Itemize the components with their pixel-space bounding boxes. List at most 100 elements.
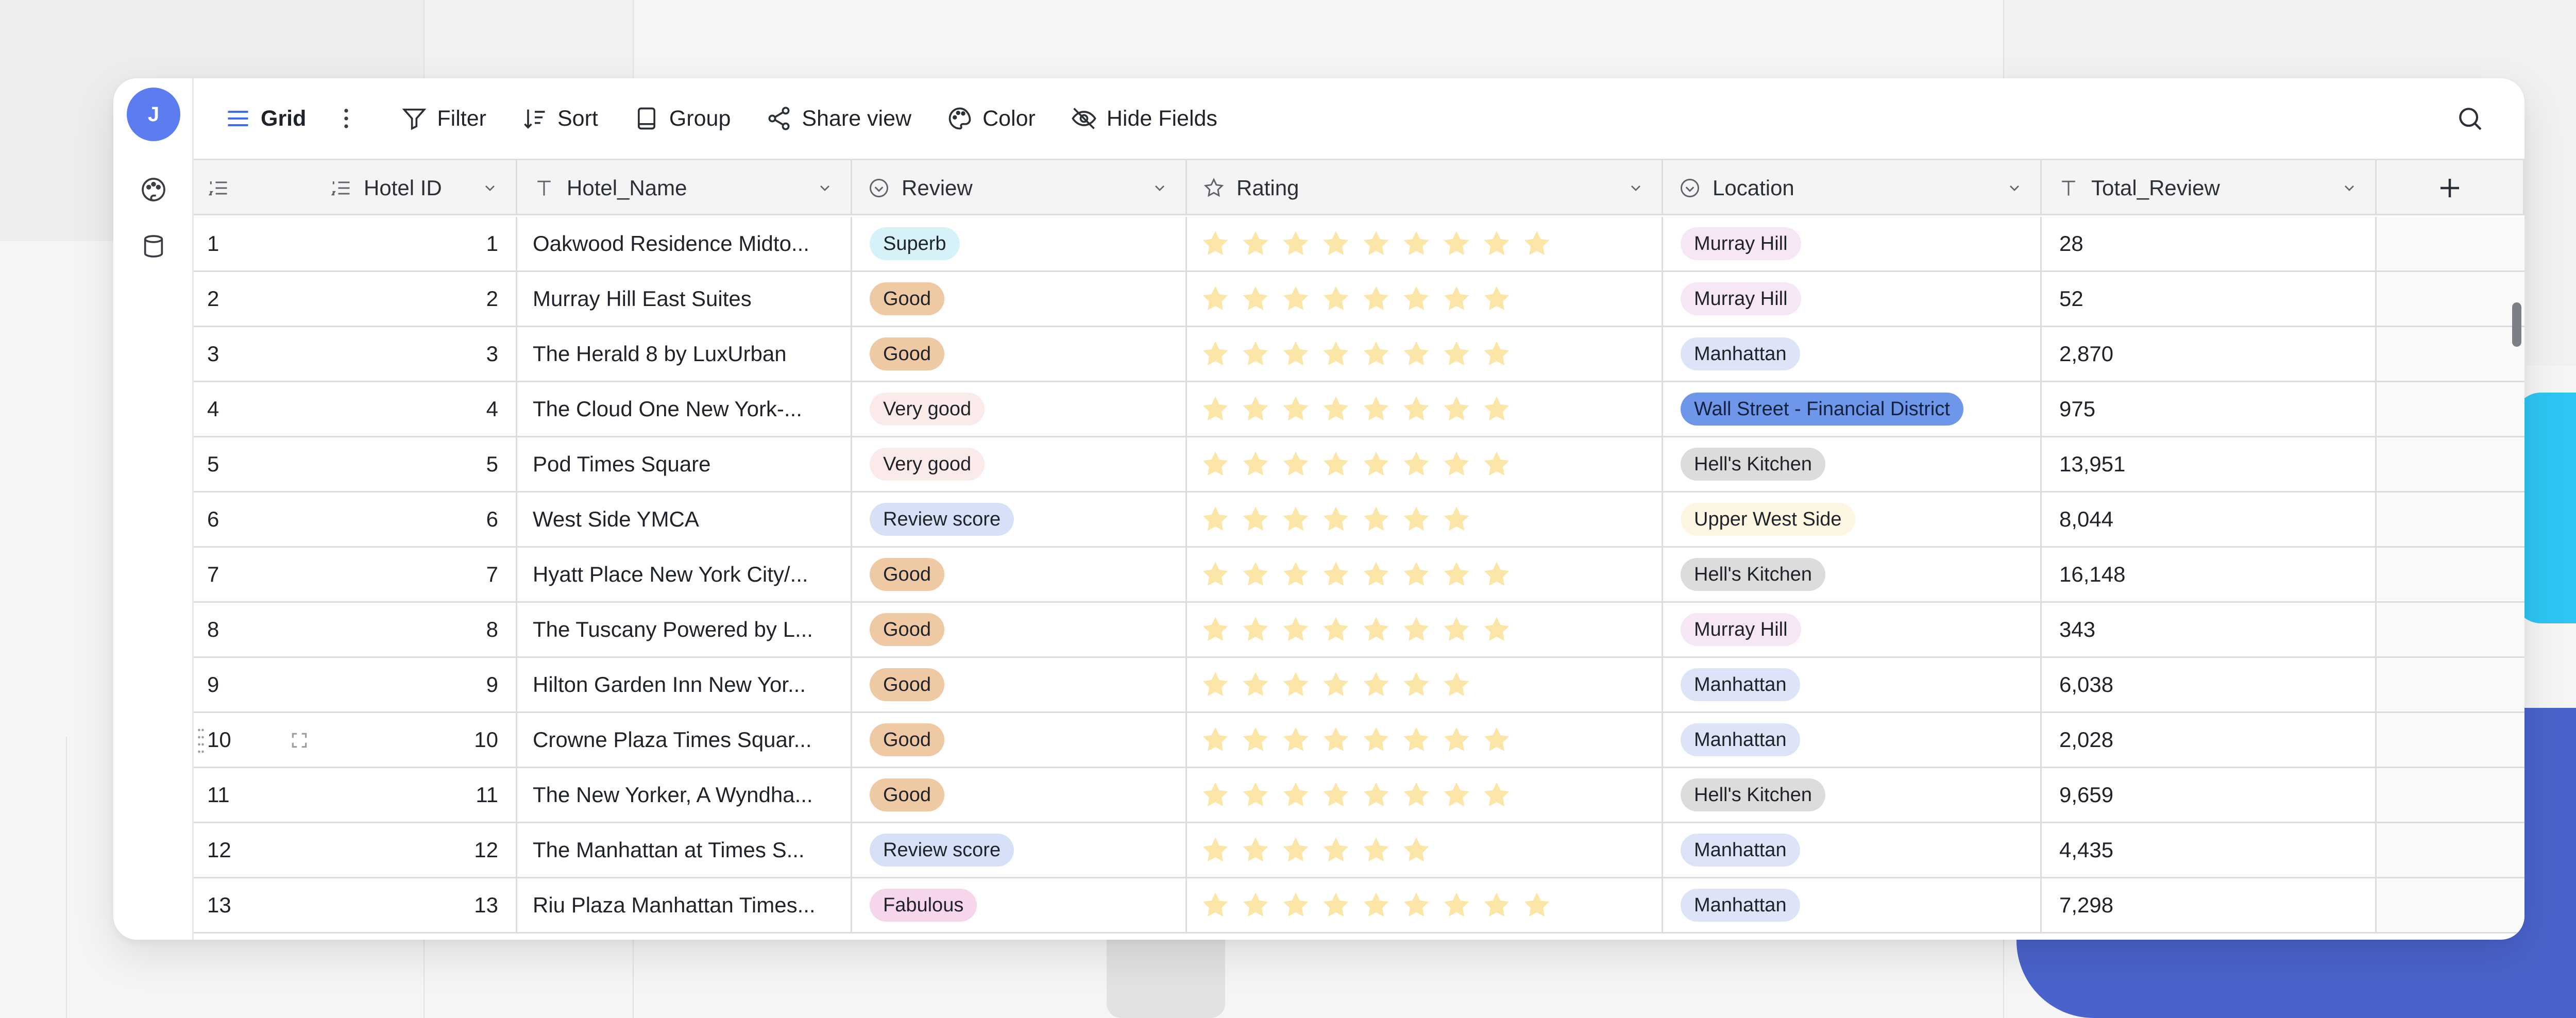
- total-review-cell[interactable]: 28: [2042, 217, 2377, 272]
- rating-star-icon[interactable]: [1400, 448, 1432, 480]
- grid-view-button[interactable]: Grid: [225, 78, 306, 159]
- rating-star-icon[interactable]: [1240, 393, 1272, 425]
- rating-star-icon[interactable]: [1320, 503, 1352, 535]
- rating-star-icon[interactable]: [1240, 283, 1272, 315]
- table-row[interactable]: 11 11 The New Yorker, A Wyndha... Good Hell'…: [194, 768, 2524, 823]
- chevron-down-icon[interactable]: [817, 180, 833, 196]
- row-number-header[interactable]: [194, 160, 330, 215]
- rating-star-icon[interactable]: [1440, 669, 1472, 701]
- rating-cell[interactable]: [1187, 768, 1663, 823]
- rating-star-icon[interactable]: [1481, 558, 1513, 590]
- table-row[interactable]: 6 6 West Side YMCA Review score Upper West S…: [194, 493, 2524, 548]
- rating-star-icon[interactable]: [1521, 228, 1553, 260]
- total-review-cell[interactable]: 9,659: [2042, 768, 2377, 823]
- review-cell[interactable]: Good: [852, 327, 1187, 382]
- rating-star-icon[interactable]: [1440, 283, 1472, 315]
- drag-handle-icon[interactable]: [197, 726, 205, 755]
- rating-star-icon[interactable]: [1240, 669, 1272, 701]
- rating-star-icon[interactable]: [1240, 558, 1272, 590]
- location-cell[interactable]: Manhattan: [1663, 658, 2042, 713]
- hotel-id-cell[interactable]: 4: [330, 382, 517, 437]
- rating-star-icon[interactable]: [1199, 779, 1231, 811]
- column-header-review[interactable]: Review: [852, 160, 1187, 215]
- table-row[interactable]: 5 5 Pod Times Square Very good Hell's Kitche…: [194, 437, 2524, 493]
- rating-star-icon[interactable]: [1199, 393, 1231, 425]
- rating-star-icon[interactable]: [1199, 614, 1231, 646]
- rating-cell[interactable]: [1187, 713, 1663, 768]
- rating-star-icon[interactable]: [1240, 614, 1272, 646]
- location-cell[interactable]: Hell's Kitchen: [1663, 768, 2042, 823]
- rating-star-icon[interactable]: [1400, 283, 1432, 315]
- hotel-name-cell[interactable]: The Cloud One New York-...: [517, 382, 852, 437]
- hotel-id-cell[interactable]: 1: [330, 217, 517, 272]
- table-row[interactable]: 10 10 Crowne Plaza Times Squar... Good Manha…: [194, 713, 2524, 768]
- rating-cell[interactable]: [1187, 603, 1663, 658]
- rating-star-icon[interactable]: [1440, 448, 1472, 480]
- total-review-cell[interactable]: 6,038: [2042, 658, 2377, 713]
- location-cell[interactable]: Murray Hill: [1663, 272, 2042, 327]
- rating-star-icon[interactable]: [1360, 669, 1392, 701]
- rating-star-icon[interactable]: [1440, 228, 1472, 260]
- view-more-button[interactable]: [341, 78, 351, 159]
- rating-star-icon[interactable]: [1280, 503, 1312, 535]
- rating-star-icon[interactable]: [1280, 834, 1312, 866]
- rating-star-icon[interactable]: [1481, 393, 1513, 425]
- column-header-rating[interactable]: Rating: [1187, 160, 1663, 215]
- hotel-id-cell[interactable]: 10: [330, 713, 517, 768]
- hotel-id-cell[interactable]: 9: [330, 658, 517, 713]
- hotel-name-cell[interactable]: The New Yorker, A Wyndha...: [517, 768, 852, 823]
- review-cell[interactable]: Very good: [852, 382, 1187, 437]
- rating-star-icon[interactable]: [1199, 834, 1231, 866]
- rating-star-icon[interactable]: [1240, 503, 1272, 535]
- rating-star-icon[interactable]: [1400, 228, 1432, 260]
- rating-star-icon[interactable]: [1400, 558, 1432, 590]
- total-review-cell[interactable]: 52: [2042, 272, 2377, 327]
- total-review-cell[interactable]: 8,044: [2042, 493, 2377, 548]
- rating-star-icon[interactable]: [1400, 779, 1432, 811]
- hotel-id-cell[interactable]: 7: [330, 548, 517, 603]
- rating-star-icon[interactable]: [1240, 779, 1272, 811]
- add-field-button[interactable]: [2377, 160, 2524, 215]
- column-header-total-review[interactable]: Total_Review: [2042, 160, 2377, 215]
- rating-cell[interactable]: [1187, 493, 1663, 548]
- rating-star-icon[interactable]: [1280, 228, 1312, 260]
- rating-star-icon[interactable]: [1320, 834, 1352, 866]
- rating-star-icon[interactable]: [1240, 338, 1272, 370]
- chevron-down-icon[interactable]: [1151, 180, 1168, 196]
- rating-star-icon[interactable]: [1360, 393, 1392, 425]
- hotel-name-cell[interactable]: Oakwood Residence Midto...: [517, 217, 852, 272]
- filter-button[interactable]: Filter: [401, 78, 486, 159]
- total-review-cell[interactable]: 4,435: [2042, 823, 2377, 878]
- rating-star-icon[interactable]: [1400, 724, 1432, 756]
- rating-star-icon[interactable]: [1360, 834, 1392, 866]
- rating-star-icon[interactable]: [1320, 393, 1352, 425]
- rating-star-icon[interactable]: [1400, 338, 1432, 370]
- rating-star-icon[interactable]: [1521, 889, 1553, 921]
- location-cell[interactable]: Hell's Kitchen: [1663, 548, 2042, 603]
- table-row[interactable]: 2 2 Murray Hill East Suites Good Murray Hill…: [194, 272, 2524, 327]
- rating-cell[interactable]: [1187, 823, 1663, 878]
- search-button[interactable]: [2455, 104, 2484, 133]
- rating-star-icon[interactable]: [1360, 503, 1392, 535]
- rating-star-icon[interactable]: [1199, 283, 1231, 315]
- chevron-down-icon[interactable]: [482, 180, 498, 196]
- rating-star-icon[interactable]: [1360, 724, 1392, 756]
- review-cell[interactable]: Good: [852, 658, 1187, 713]
- hide-fields-button[interactable]: Hide Fields: [1071, 78, 1217, 159]
- hotel-id-cell[interactable]: 6: [330, 493, 517, 548]
- rating-star-icon[interactable]: [1400, 669, 1432, 701]
- hotel-id-cell[interactable]: 12: [330, 823, 517, 878]
- rating-cell[interactable]: [1187, 878, 1663, 934]
- total-review-cell[interactable]: 343: [2042, 603, 2377, 658]
- table-row[interactable]: 12 12 The Manhattan at Times S... Review sc…: [194, 823, 2524, 878]
- hotel-name-cell[interactable]: Crowne Plaza Times Squar...: [517, 713, 852, 768]
- rating-cell[interactable]: [1187, 437, 1663, 493]
- share-view-button[interactable]: Share view: [766, 78, 911, 159]
- review-cell[interactable]: Good: [852, 548, 1187, 603]
- review-cell[interactable]: Superb: [852, 217, 1187, 272]
- table-row[interactable]: 7 7 Hyatt Place New York City/... Good Hell'…: [194, 548, 2524, 603]
- rating-star-icon[interactable]: [1199, 448, 1231, 480]
- hotel-name-cell[interactable]: Hyatt Place New York City/...: [517, 548, 852, 603]
- rating-star-icon[interactable]: [1440, 779, 1472, 811]
- rating-star-icon[interactable]: [1360, 283, 1392, 315]
